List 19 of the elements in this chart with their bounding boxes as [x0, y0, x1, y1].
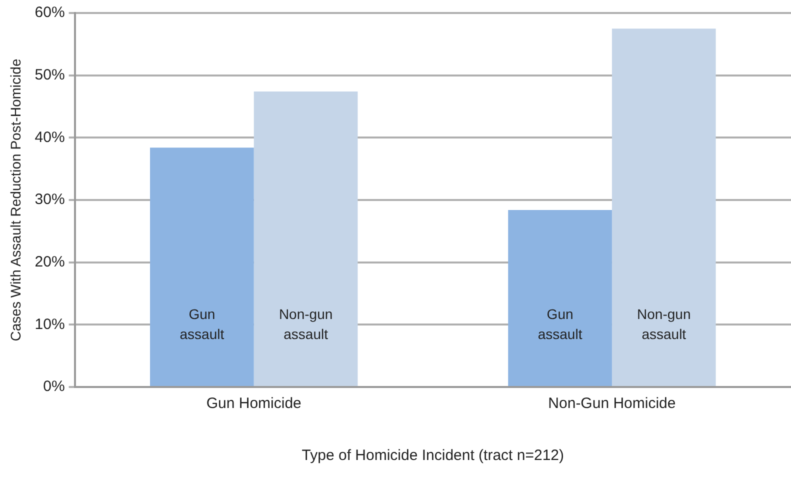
y-tick-label: 30% — [34, 191, 65, 208]
bar — [254, 92, 358, 386]
series-label: Non-gun assault — [637, 306, 691, 342]
bar — [508, 210, 612, 386]
y-tick-label: 60% — [34, 4, 65, 22]
y-tick-label: 50% — [34, 66, 65, 84]
x-axis-title: Type of Homicide Incident (tract n=212) — [302, 447, 564, 464]
x-tick-label: Gun Homicide — [206, 395, 302, 412]
y-tick-label: 20% — [34, 253, 65, 270]
text: Gun assault — [538, 306, 582, 342]
y-axis-title: Cases With Assault Reduction Post-Homicide — [7, 58, 24, 342]
x-tick-label: Non-Gun Homicide — [548, 395, 676, 412]
series-label: Gun assault — [180, 306, 224, 342]
y-tick-label: 10% — [34, 316, 65, 333]
text: Non-gun assault — [278, 306, 333, 342]
y-tick-label: 40% — [34, 128, 65, 146]
y-tick-label: 0% — [43, 378, 65, 396]
bar — [612, 28, 716, 386]
bar — [150, 148, 254, 386]
